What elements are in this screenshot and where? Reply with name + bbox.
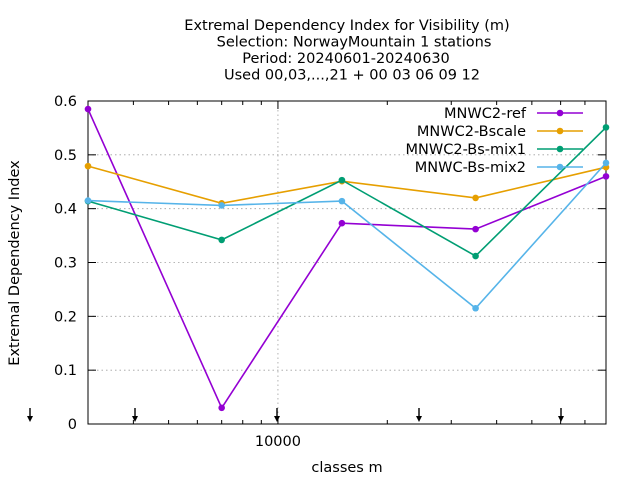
class-marker-head	[558, 416, 564, 422]
x-axis-label: classes m	[311, 460, 382, 476]
series-line	[87, 165, 607, 205]
title-line-3: Period: 20240601-20240630	[242, 51, 450, 67]
series-mnwc2-bscale	[84, 162, 610, 207]
class-marker-arrow	[274, 408, 280, 422]
data-point	[602, 173, 610, 180]
data-point	[218, 202, 225, 209]
series-mnwc-bs-mix2	[84, 159, 610, 312]
title-line-4: Used 00,03,...,21 + 00 03 06 09 12	[224, 68, 480, 84]
legend-swatch-point	[556, 109, 564, 117]
series	[84, 105, 610, 412]
class-marker-head	[27, 416, 33, 422]
x-tick-label: 10000	[255, 434, 301, 450]
y-tick-label: 0.5	[54, 148, 77, 164]
class-marker-arrow	[558, 408, 564, 422]
chart-title: Extremal Dependency Index for Visibility…	[184, 18, 509, 84]
data-point	[472, 252, 479, 260]
legend-swatch-point	[556, 127, 564, 135]
y-tick-label: 0.6	[54, 94, 77, 110]
x-axis-ticks: 10000	[132, 101, 586, 450]
legend-label: MNWC2-Bscale	[417, 124, 526, 140]
data-point	[218, 236, 225, 244]
series-line	[87, 126, 607, 257]
data-point	[338, 219, 346, 227]
data-point	[602, 124, 610, 131]
data-point	[472, 194, 479, 202]
class-marker-arrow	[27, 408, 33, 422]
data-point	[338, 176, 346, 184]
class-marker-arrow	[416, 408, 422, 422]
y-axis-ticks: 0 0.1 0.2 0.3 0.4 0.5 0.6	[54, 94, 606, 433]
series-mnwc2-ref	[84, 105, 610, 412]
legend-label: MNWC-Bs-mix2	[415, 160, 526, 176]
legend-swatch-point	[556, 163, 564, 171]
legend: MNWC2-ref MNWC2-Bscale MNWC2-Bs-mix1 MNWC-B…	[406, 106, 583, 176]
title-line-2: Selection: NorwayMountain 1 stations	[217, 35, 492, 51]
legend-label: MNWC2-ref	[444, 106, 527, 122]
data-point	[472, 225, 479, 233]
series-mnwc2-bs-mix1	[84, 124, 610, 260]
class-marker-head	[274, 416, 280, 422]
legend-label: MNWC2-Bs-mix1	[406, 142, 526, 158]
y-tick-label: 0	[68, 417, 77, 433]
x-class-markers	[27, 408, 564, 422]
data-point	[84, 197, 92, 204]
y-tick-label: 0.2	[54, 309, 77, 325]
data-point	[472, 304, 479, 312]
data-point	[84, 105, 92, 113]
data-point	[218, 404, 225, 412]
y-tick-label: 0.1	[54, 363, 77, 379]
y-tick-label: 0.4	[54, 202, 77, 218]
grid	[88, 101, 606, 424]
legend-swatch-point	[556, 145, 564, 153]
class-marker-head	[416, 416, 422, 422]
data-point	[84, 162, 92, 170]
y-axis-label: Extremal Dependency Index	[7, 160, 23, 366]
y-tick-label: 0.3	[54, 256, 77, 272]
series-line	[87, 108, 607, 410]
data-point	[602, 159, 610, 167]
title-line-1: Extremal Dependency Index for Visibility…	[184, 18, 509, 34]
class-marker-arrow	[132, 408, 138, 422]
class-marker-head	[132, 416, 138, 422]
data-point	[338, 197, 346, 205]
